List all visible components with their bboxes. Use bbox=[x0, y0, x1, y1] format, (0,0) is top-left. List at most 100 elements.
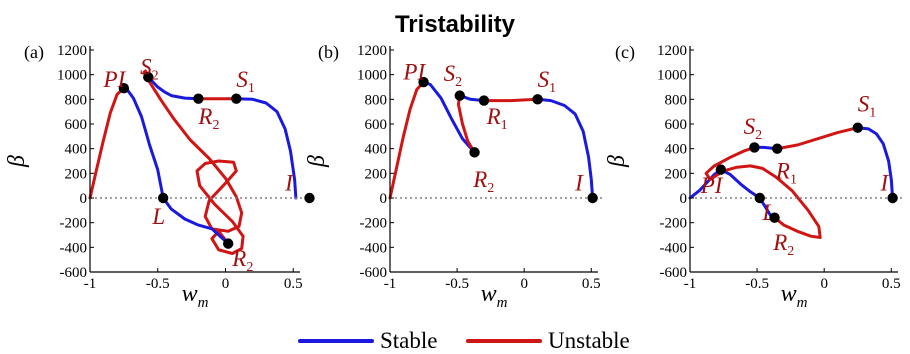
y-tick-label: -200 bbox=[60, 216, 88, 232]
y-tick-label: -400 bbox=[660, 240, 688, 256]
bifurcation-point bbox=[222, 238, 234, 249]
y-tick-label: 600 bbox=[365, 117, 388, 133]
bifurcation-point bbox=[715, 164, 727, 175]
y-axis-label: β bbox=[604, 155, 630, 168]
point-label: L bbox=[151, 204, 165, 229]
x-tick-label: 0.5 bbox=[284, 276, 303, 292]
y-tick-label: 1200 bbox=[657, 43, 687, 59]
y-tick-label: 200 bbox=[665, 166, 688, 182]
curve-unstable-4 bbox=[775, 126, 860, 151]
curves bbox=[688, 126, 895, 239]
curve-unstable-0 bbox=[88, 86, 126, 200]
x-tick-label: 0 bbox=[222, 276, 230, 292]
point-label: PI bbox=[402, 60, 426, 85]
point-label: S1 bbox=[538, 67, 557, 96]
curve-stable-1 bbox=[422, 80, 476, 154]
bifurcation-point bbox=[469, 147, 480, 158]
y-tick-label: -600 bbox=[60, 265, 88, 281]
curve-stable-1 bbox=[719, 168, 776, 220]
y-tick-label: 400 bbox=[65, 142, 88, 158]
y-tick-label: 400 bbox=[665, 142, 688, 158]
x-tick-label: -0.5 bbox=[445, 276, 469, 292]
x-tick-label: 0 bbox=[820, 276, 828, 292]
y-tick-label: -200 bbox=[660, 216, 688, 232]
figure-title: Tristability bbox=[395, 11, 516, 38]
point-label: R2 bbox=[772, 230, 794, 259]
curve-unstable-4 bbox=[482, 97, 540, 103]
y-axis-label: β bbox=[304, 155, 330, 168]
point-label: PI bbox=[103, 67, 127, 92]
y-axis-label: β bbox=[4, 155, 30, 168]
bifurcation-point bbox=[118, 83, 130, 94]
panel-label: (b) bbox=[318, 42, 339, 63]
curve-stable-7 bbox=[161, 196, 230, 246]
legend-label-unstable: Unstable bbox=[548, 328, 630, 353]
bifurcation-point bbox=[887, 192, 898, 204]
point-label: R1 bbox=[486, 104, 508, 133]
x-axis-label: wm bbox=[182, 281, 209, 311]
point-label: S2 bbox=[444, 61, 463, 90]
curve-stable-1 bbox=[122, 86, 165, 200]
curve-unstable-0 bbox=[388, 80, 425, 200]
point-label: I bbox=[284, 171, 294, 196]
bifurcation-point bbox=[852, 122, 863, 133]
y-tick-label: 800 bbox=[365, 92, 388, 108]
bifurcation-point bbox=[157, 192, 169, 204]
point-label: S1 bbox=[236, 67, 255, 96]
point-label: S2 bbox=[140, 55, 159, 84]
legend-label-stable: Stable bbox=[380, 328, 438, 353]
x-tick-label: -0.5 bbox=[745, 276, 769, 292]
y-tick-label: 600 bbox=[65, 117, 88, 133]
x-tick-label: -1 bbox=[384, 276, 397, 292]
curve-stable-5 bbox=[856, 126, 895, 200]
y-tick-label: 0 bbox=[80, 191, 88, 207]
curve-stable-3 bbox=[146, 75, 200, 101]
y-tick-label: 200 bbox=[365, 166, 388, 182]
curves bbox=[388, 80, 595, 200]
y-tick-label: 800 bbox=[65, 92, 88, 108]
chart-panel-2: 1200 1000 800 600 400 200 0 -200 -400 -600-1 -0.5 0… bbox=[604, 42, 904, 311]
point-label: R2 bbox=[231, 246, 253, 275]
y-tick-label: 1200 bbox=[357, 43, 387, 59]
bifurcation-point bbox=[454, 90, 465, 101]
point-label: PI bbox=[700, 173, 724, 198]
point-label: I bbox=[880, 171, 890, 196]
y-tick-label: 1000 bbox=[357, 68, 387, 84]
x-tick-label: -0.5 bbox=[146, 276, 170, 292]
curve-stable-5 bbox=[536, 97, 595, 200]
bifurcation-point bbox=[304, 192, 315, 204]
curve-stable-0 bbox=[688, 168, 723, 200]
legend: Stable Unstable bbox=[298, 328, 630, 353]
bifurcation-point bbox=[231, 93, 242, 104]
chart-panel-1: 1200 1000 800 600 400 200 0 -200 -400 -600-1 -0.5 0… bbox=[304, 42, 604, 311]
bifurcation-point bbox=[754, 192, 765, 204]
y-tick-label: 400 bbox=[365, 142, 388, 158]
curve-unstable-6 bbox=[142, 70, 245, 255]
curve-stable-5 bbox=[234, 97, 298, 200]
y-tick-label: 200 bbox=[65, 166, 88, 182]
bifurcation-point bbox=[418, 76, 429, 88]
point-label: R1 bbox=[775, 158, 797, 187]
x-tick-label: 0.5 bbox=[882, 276, 901, 292]
bifurcation-point bbox=[587, 192, 598, 204]
point-label: R2 bbox=[197, 104, 219, 133]
curve-unstable-2 bbox=[456, 94, 476, 154]
bifurcation-point bbox=[193, 93, 204, 104]
x-tick-label: -1 bbox=[84, 276, 97, 292]
bifurcation-point bbox=[749, 142, 760, 153]
curves bbox=[88, 69, 298, 255]
x-tick-label: -1 bbox=[684, 276, 697, 292]
x-tick-label: 0.5 bbox=[582, 276, 601, 292]
y-tick-label: 1000 bbox=[57, 68, 87, 84]
point-label: S2 bbox=[744, 114, 763, 143]
chart-panel-0: 1200 1000 800 600 400 200 0 -200 -400 -600-1 -0.5 0… bbox=[4, 42, 315, 311]
x-axis-label: wm bbox=[781, 281, 808, 311]
bifurcation-point bbox=[143, 71, 154, 83]
point-label: R2 bbox=[472, 167, 494, 196]
point-label: S1 bbox=[858, 92, 877, 121]
y-tick-label: -400 bbox=[360, 240, 388, 256]
bifurcation-point bbox=[769, 212, 780, 223]
y-tick-label: 0 bbox=[380, 191, 388, 207]
